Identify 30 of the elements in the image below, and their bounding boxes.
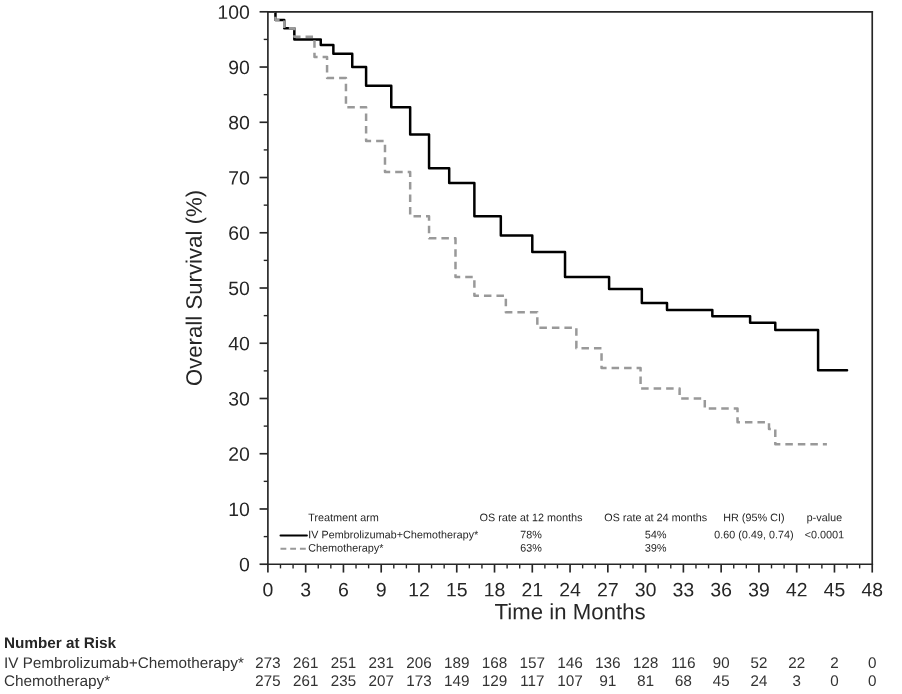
x-tick-label: 30 — [635, 582, 656, 597]
y-tick-label: 20 — [229, 447, 250, 461]
y-tick-label: 40 — [228, 336, 250, 351]
x-tick-label: 48 — [861, 582, 883, 597]
y-tick-label: 0 — [239, 557, 250, 572]
y-tick-label: 100 — [218, 5, 250, 20]
x-tick-label: 33 — [673, 582, 694, 597]
x-tick-label: 36 — [711, 582, 732, 597]
y-tick-label: 30 — [228, 391, 250, 406]
x-tick-label: 0 — [263, 582, 273, 597]
x-axis-title: Time in Months — [495, 603, 645, 620]
y-tick-label: 70 — [229, 170, 250, 185]
y-tick-label: 10 — [229, 502, 250, 517]
y-tick-label: 80 — [229, 115, 250, 130]
y-tick-label: 90 — [229, 60, 250, 75]
x-tick-label: 3 — [301, 582, 311, 597]
x-tick-label: 12 — [409, 582, 429, 597]
x-tick-label: 15 — [447, 582, 467, 597]
x-tick-label: 18 — [485, 582, 505, 597]
x-tick-label: 42 — [786, 582, 807, 597]
y-axis-title: Overall Survival (%) — [185, 191, 207, 386]
x-tick-label: 6 — [339, 582, 348, 597]
x-tick-label: 21 — [522, 582, 543, 597]
y-tick-label: 50 — [228, 281, 250, 296]
y-tick-label: 60 — [229, 226, 250, 240]
x-tick-label: 9 — [376, 582, 386, 597]
x-tick-label: 39 — [748, 582, 769, 597]
x-tick-label: 27 — [598, 582, 618, 597]
x-tick-label: 24 — [560, 582, 581, 597]
x-tick-label: 45 — [824, 582, 845, 597]
